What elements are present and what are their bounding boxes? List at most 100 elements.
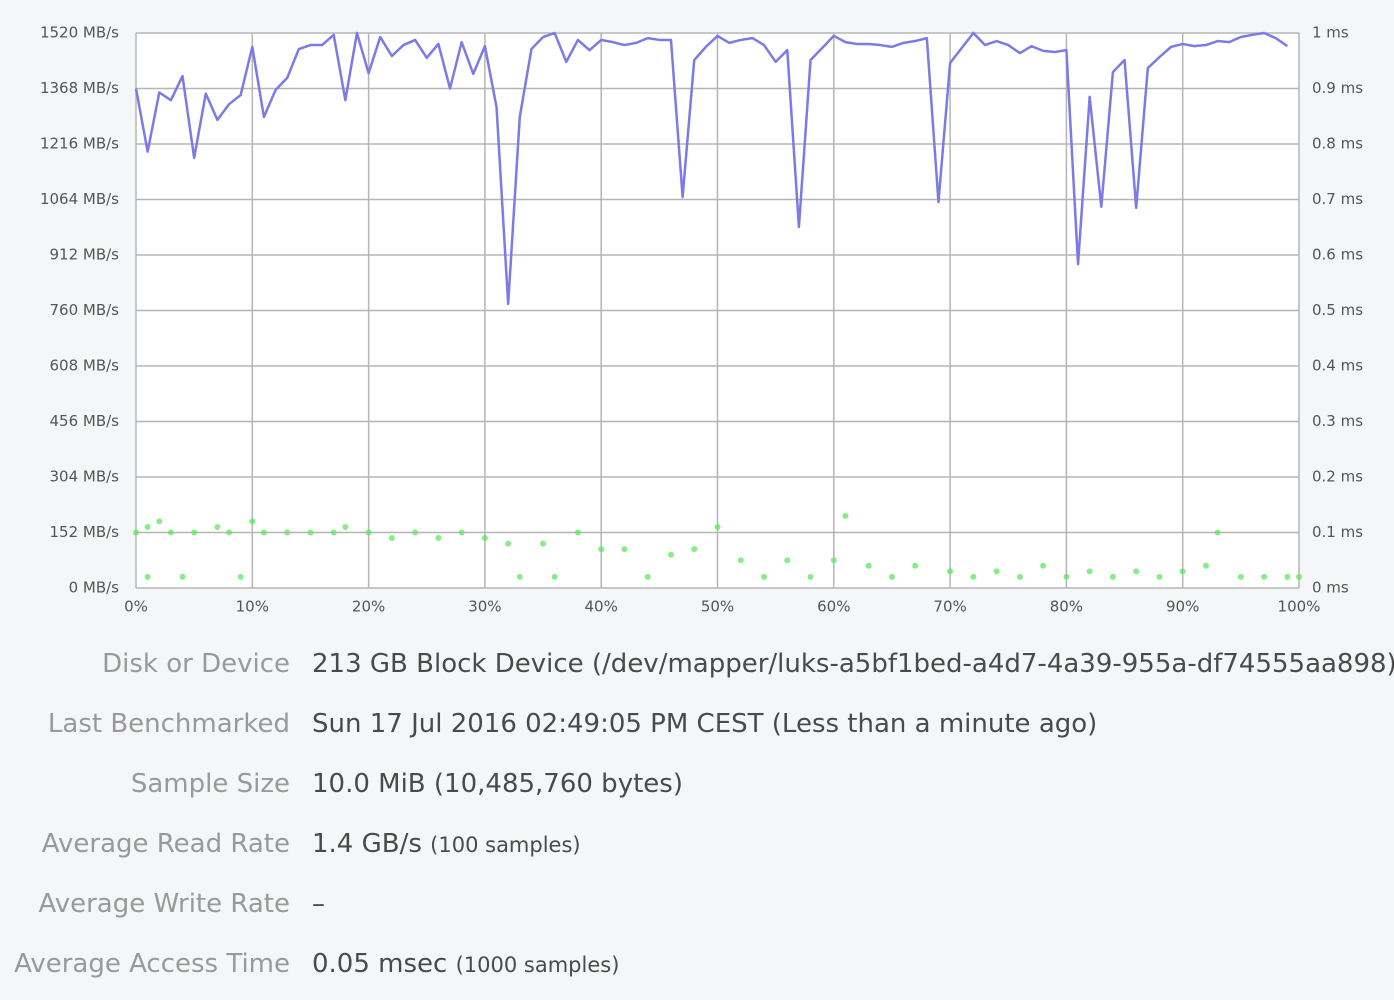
access-time-point: [1296, 573, 1302, 580]
x-tick-label: 80%: [1050, 598, 1083, 616]
access-time-point: [574, 529, 581, 536]
detail-value: Sun 17 Jul 2016 02:49:05 PM CEST (Less t…: [312, 709, 1098, 739]
access-time-point: [621, 546, 628, 553]
detail-value-box: Sun 17 Jul 2016 02:49:05 PM CEST (Less t…: [312, 709, 1097, 739]
access-time-point: [144, 573, 151, 580]
y2-tick-label: 1 ms: [1312, 24, 1349, 42]
access-time-point: [1237, 573, 1244, 580]
detail-value: –: [312, 889, 325, 919]
x-tick-label: 50%: [701, 598, 734, 616]
y-tick-label: 304 MB/s: [50, 468, 120, 486]
access-time-point: [784, 557, 791, 564]
detail-row: Average Read Rate 1.4 GB/s (100 samples): [0, 817, 1394, 877]
access-time-point: [1109, 573, 1116, 580]
access-time-point: [540, 540, 547, 547]
detail-note: (100 samples): [430, 833, 581, 857]
detail-label: Last Benchmarked: [47, 709, 290, 739]
x-tick-label: 10%: [236, 598, 269, 616]
access-time-point: [830, 557, 837, 564]
access-time-point: [237, 573, 244, 580]
detail-label: Average Read Rate: [41, 829, 290, 859]
access-time-point: [365, 529, 372, 536]
access-time-point: [1016, 573, 1023, 580]
access-time-point: [644, 573, 651, 580]
access-time-point: [667, 551, 674, 558]
x-tick-label: 20%: [352, 598, 385, 616]
access-time-point: [342, 523, 349, 530]
access-time-point: [330, 529, 337, 536]
access-time-point: [516, 573, 523, 580]
access-time-point: [842, 512, 849, 519]
x-tick-label: 70%: [933, 598, 966, 616]
access-time-point: [947, 568, 954, 575]
detail-value-box: 10.0 MiB (10,485,760 bytes): [312, 769, 683, 799]
detail-value: 213 GB Block Device (/dev/mapper/luks-a5…: [312, 649, 1394, 679]
detail-label: Average Access Time: [14, 949, 290, 979]
access-time-point: [458, 529, 465, 536]
access-time-point: [761, 573, 768, 580]
access-time-point: [226, 529, 233, 536]
access-time-point: [1261, 573, 1268, 580]
y2-tick-label: 0.3 ms: [1312, 412, 1363, 430]
detail-value-box: 0.05 msec (1000 samples): [312, 949, 619, 979]
access-time-point: [284, 529, 291, 536]
access-time-point: [505, 540, 512, 547]
access-time-point: [970, 573, 977, 580]
access-time-point: [993, 568, 1000, 575]
detail-value: 10.0 MiB (10,485,760 bytes): [312, 769, 683, 799]
access-time-point: [598, 546, 605, 553]
detail-label: Sample Size: [130, 769, 290, 799]
access-time-point: [435, 535, 442, 542]
detail-value-box: –: [312, 889, 325, 919]
y-tick-label: 760 MB/s: [50, 301, 120, 319]
x-tick-label: 30%: [468, 598, 501, 616]
access-time-point: [156, 518, 163, 525]
access-time-point: [179, 573, 186, 580]
detail-label: Disk or Device: [102, 649, 290, 679]
access-time-point: [912, 562, 919, 569]
access-time-point: [1063, 573, 1070, 580]
access-time-point: [1179, 568, 1186, 575]
detail-row: Average Write Rate –: [0, 877, 1394, 937]
access-time-point: [144, 523, 151, 530]
y2-tick-label: 0.5 ms: [1312, 301, 1363, 319]
access-time-point: [1202, 562, 1209, 569]
y-tick-label: 152 MB/s: [50, 523, 120, 541]
access-time-point: [191, 529, 198, 536]
detail-value-box: 213 GB Block Device (/dev/mapper/luks-a5…: [312, 649, 1394, 679]
access-time-point: [307, 529, 314, 536]
access-time-point: [714, 523, 721, 530]
y2-tick-label: 0.6 ms: [1312, 246, 1363, 264]
y2-tick-label: 0.1 ms: [1312, 523, 1363, 541]
access-time-point: [807, 573, 814, 580]
y2-tick-label: 0.8 ms: [1312, 135, 1363, 153]
y-tick-label: 608 MB/s: [50, 357, 120, 375]
y-tick-label: 1520 MB/s: [40, 24, 119, 42]
y2-tick-label: 0.4 ms: [1312, 357, 1363, 375]
y-tick-label: 1368 MB/s: [40, 79, 119, 97]
detail-value: 0.05 msec: [312, 949, 448, 979]
access-time-point: [888, 573, 895, 580]
access-time-point: [412, 529, 419, 536]
access-time-point: [133, 529, 139, 536]
detail-row: Sample Size 10.0 MiB (10,485,760 bytes): [0, 757, 1394, 817]
access-time-point: [388, 535, 395, 542]
access-time-point: [1040, 562, 1047, 569]
detail-label: Average Write Rate: [38, 889, 290, 919]
y-tick-label: 0 MB/s: [69, 579, 120, 597]
access-time-point: [249, 518, 256, 525]
access-time-point: [1086, 568, 1093, 575]
detail-note: (1000 samples): [455, 953, 620, 977]
y-tick-label: 456 MB/s: [50, 412, 120, 430]
access-time-point: [737, 557, 744, 564]
x-tick-label: 60%: [817, 598, 850, 616]
y2-tick-label: 0 ms: [1312, 579, 1349, 597]
access-time-point: [1214, 529, 1221, 536]
y2-tick-label: 0.2 ms: [1312, 468, 1363, 486]
access-time-point: [214, 523, 221, 530]
y-tick-label: 1216 MB/s: [40, 135, 119, 153]
detail-row: Disk or Device 213 GB Block Device (/dev/…: [0, 637, 1394, 697]
access-time-point: [167, 529, 174, 536]
x-tick-label: 0%: [124, 598, 148, 616]
